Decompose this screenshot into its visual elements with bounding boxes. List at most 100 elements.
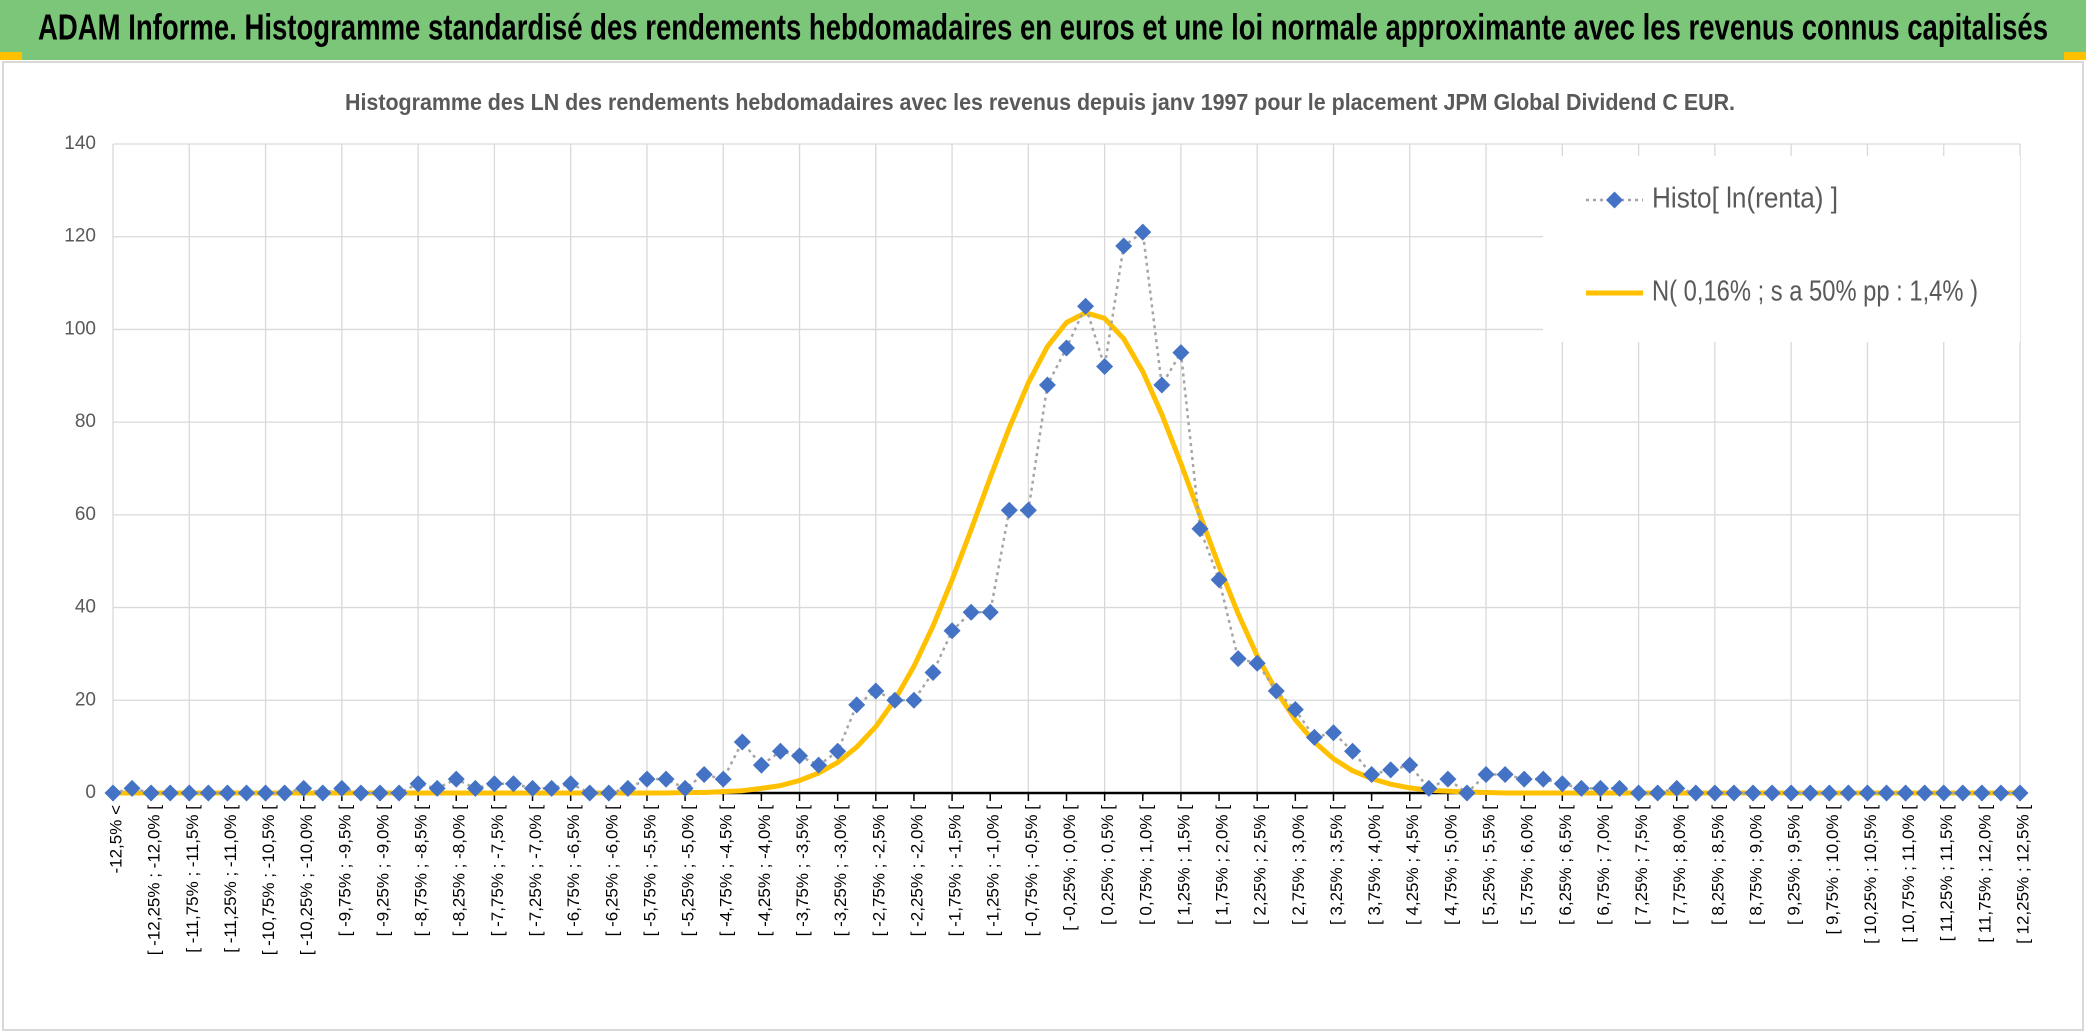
- data-point: [1897, 784, 1915, 802]
- data-point: [1191, 520, 1209, 538]
- x-tick-label: [ -4,75% ; -4,5% [: [717, 805, 736, 937]
- data-point: [1439, 770, 1457, 788]
- x-tick-label: [ -10,75% ; -10,5% [: [259, 805, 278, 956]
- x-tick-label: [ 2,75% ; 3,0% [: [1289, 805, 1308, 925]
- x-tick-label: [ 3,25% ; 3,5% [: [1327, 805, 1346, 925]
- data-point: [886, 691, 904, 709]
- data-point: [1553, 775, 1571, 793]
- x-tick-label: [ -5,25% ; -5,0% [: [679, 805, 698, 937]
- data-point: [543, 779, 561, 797]
- data-point: [447, 770, 465, 788]
- x-tick-label: [ 11,25% ; 11,5% [: [1937, 805, 1956, 942]
- data-point: [867, 682, 885, 700]
- data-point: [1382, 761, 1400, 779]
- x-tick-label: [ -6,75% ; -6,5% [: [564, 805, 583, 937]
- data-point: [638, 770, 656, 788]
- data-point: [1420, 779, 1438, 797]
- x-tick-label: [ 0,25% ; 0,5% [: [1098, 805, 1117, 925]
- data-point: [1935, 784, 1953, 802]
- x-tick-label: [ -3,25% ; -3,0% [: [831, 805, 850, 937]
- data-point: [771, 742, 789, 760]
- data-point: [1591, 779, 1609, 797]
- x-tick-label: [ -0,25% ; 0,0% [: [1060, 805, 1079, 931]
- data-point: [1763, 784, 1781, 802]
- data-point: [428, 779, 446, 797]
- data-point: [161, 784, 179, 802]
- x-tick-label: [ -3,75% ; -3,5% [: [793, 805, 812, 937]
- data-point: [1858, 784, 1876, 802]
- data-point: [1000, 501, 1018, 519]
- data-point: [905, 691, 923, 709]
- y-tick-label: 120: [64, 226, 96, 247]
- y-tick-label: 0: [85, 782, 96, 803]
- data-point: [1496, 765, 1514, 783]
- data-point: [619, 779, 637, 797]
- data-point: [962, 603, 980, 621]
- data-point: [1801, 784, 1819, 802]
- x-tick-label: [ -8,75% ; -8,5% [: [412, 805, 431, 937]
- x-tick-label: [ -10,25% ; -10,0% [: [297, 805, 316, 956]
- data-point: [1363, 765, 1381, 783]
- y-tick-label: 140: [64, 133, 96, 154]
- data-point: [695, 765, 713, 783]
- data-point: [2011, 784, 2029, 802]
- x-tick-label: [ 9,75% ; 10,0% [: [1823, 805, 1842, 935]
- x-tick-label: [ 3,75% ; 4,0% [: [1365, 805, 1384, 925]
- x-tick-label: [ 5,25% ; 5,5% [: [1480, 805, 1499, 925]
- data-point: [1172, 344, 1190, 362]
- x-tick-label: [ -2,25% ; -2,0% [: [907, 805, 926, 937]
- x-tick-label: [ 10,25% ; 10,5% [: [1861, 805, 1880, 944]
- data-point: [676, 779, 694, 797]
- x-tick-label: [ 4,75% ; 5,0% [: [1441, 805, 1460, 925]
- data-point: [371, 784, 389, 802]
- data-point: [981, 603, 999, 621]
- data-point: [1153, 376, 1171, 394]
- data-point: [829, 742, 847, 760]
- data-point: [1324, 724, 1342, 742]
- y-tick-label: 60: [75, 504, 96, 525]
- corner-mark: [0, 52, 22, 60]
- y-tick-label: 80: [75, 411, 96, 432]
- data-point: [752, 756, 770, 774]
- data-point: [1820, 784, 1838, 802]
- legend: Histo[ ln(renta) ] N( 0,16% ; s a 50% pp …: [1543, 156, 2020, 342]
- data-point: [1515, 770, 1533, 788]
- data-point: [123, 779, 141, 797]
- data-point: [1668, 779, 1686, 797]
- data-point: [1115, 237, 1133, 255]
- data-point: [1267, 682, 1285, 700]
- data-point: [1954, 784, 1972, 802]
- data-point: [1649, 784, 1667, 802]
- data-point: [1344, 742, 1362, 760]
- chart-frame: [2, 61, 2084, 1031]
- x-tick-label: [ -9,25% ; -9,0% [: [373, 805, 392, 937]
- data-point: [485, 775, 503, 793]
- x-tick-label: [ -0,75% ; -0,5% [: [1022, 805, 1041, 937]
- x-tick-label: [ -11,75% ; -11,5% [: [183, 805, 202, 953]
- data-point: [1782, 784, 1800, 802]
- x-tick-label: [ -2,75% ; -2,5% [: [869, 805, 888, 937]
- y-tick-label: 40: [75, 597, 96, 618]
- x-tick-label: [ 1,25% ; 1,5% [: [1174, 805, 1193, 925]
- x-tick-label: [ 0,75% ; 1,0% [: [1136, 805, 1155, 925]
- data-point: [218, 784, 236, 802]
- data-point: [1744, 784, 1762, 802]
- data-point: [1210, 571, 1228, 589]
- x-tick-label: [ 7,75% ; 8,0% [: [1670, 805, 1689, 925]
- x-tick-label: [ 4,25% ; 4,5% [: [1403, 805, 1422, 925]
- x-tick-label: [ 7,25% ; 7,5% [: [1632, 805, 1651, 925]
- data-point: [524, 779, 542, 797]
- data-point: [810, 756, 828, 774]
- data-point: [104, 784, 122, 802]
- data-point: [333, 779, 351, 797]
- data-point: [295, 779, 313, 797]
- data-point: [1248, 654, 1266, 672]
- data-point: [581, 784, 599, 802]
- x-tick-label: [ 5,75% ; 6,0% [: [1518, 805, 1537, 925]
- data-point: [180, 784, 198, 802]
- data-point: [1229, 650, 1247, 668]
- data-point: [199, 784, 217, 802]
- data-point: [791, 747, 809, 765]
- y-tick-label: 20: [75, 689, 96, 710]
- data-point: [1706, 784, 1724, 802]
